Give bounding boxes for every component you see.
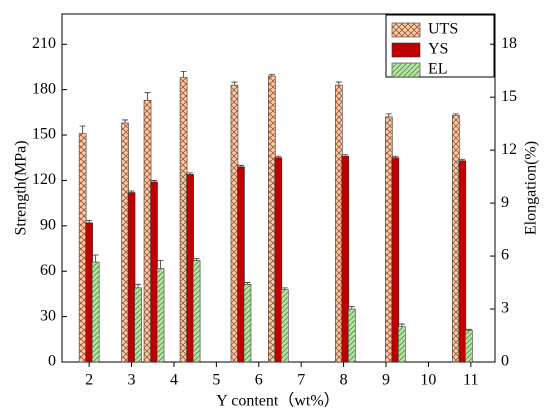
error-bar — [86, 220, 93, 223]
error-bar — [180, 71, 187, 78]
y2-axis-label: Elongation(%) — [523, 141, 540, 235]
bar — [274, 157, 283, 363]
error-bar — [392, 155, 399, 158]
error-bar — [348, 305, 355, 310]
legend-label: YS — [428, 41, 448, 58]
y-axis-label: Strength(MPa) — [13, 140, 30, 235]
bar — [391, 157, 400, 363]
y-tick-label: 30 — [40, 307, 56, 324]
error-bar — [135, 283, 142, 288]
bar-hatch — [230, 85, 238, 363]
y2-tick-label: 6 — [501, 247, 509, 264]
x-tick-label: 5 — [212, 372, 220, 389]
y-tick-label: 0 — [48, 353, 56, 370]
error-bar — [237, 164, 244, 167]
bar-hatch — [92, 262, 100, 362]
error-bar — [281, 287, 288, 290]
x-tick-label: 7 — [297, 372, 305, 389]
legend-label: UTS — [428, 21, 458, 38]
bar-hatch — [385, 116, 393, 362]
bar — [341, 155, 350, 363]
error-bar — [79, 125, 86, 134]
y-tick-label: 60 — [40, 262, 56, 279]
x-axis-label: Y content（wt%） — [216, 392, 339, 410]
y2-tick-label: 0 — [501, 353, 509, 370]
y2-tick-label: 9 — [501, 194, 509, 211]
error-bar — [335, 81, 342, 86]
x-tick-label: 2 — [85, 372, 93, 389]
error-bar — [385, 113, 392, 117]
bar — [127, 192, 136, 363]
bar-hatch — [452, 115, 460, 362]
y-tick-label: 210 — [32, 35, 56, 52]
x-tick-label: 6 — [255, 372, 263, 389]
x-tick-label: 3 — [128, 372, 136, 389]
y2-tick-label: 12 — [501, 141, 517, 158]
error-bar — [275, 155, 282, 158]
bar — [150, 181, 158, 363]
y-tick-label: 180 — [32, 80, 56, 97]
bar — [85, 222, 93, 363]
bar-hatch — [465, 330, 473, 362]
y2-tick-label: 18 — [501, 35, 517, 52]
bar-hatch — [335, 85, 343, 363]
error-bar — [452, 113, 459, 116]
bar-hatch — [144, 100, 152, 363]
x-tick-label: 11 — [463, 372, 478, 389]
bar — [458, 160, 467, 363]
error-bar — [92, 254, 99, 263]
bar-hatch — [348, 309, 356, 362]
x-tick-label: 9 — [382, 372, 390, 389]
legend-swatch — [391, 42, 421, 58]
y-tick-label: 150 — [32, 126, 56, 143]
error-bar — [459, 158, 466, 161]
bar-hatch — [180, 77, 188, 363]
error-bar — [187, 172, 194, 175]
bar-hatch — [79, 133, 87, 362]
bar-hatch — [193, 260, 201, 362]
error-bar — [244, 282, 251, 285]
error-bar — [193, 258, 200, 261]
bar-hatch — [134, 287, 142, 362]
error-bar — [157, 260, 164, 269]
x-tick-label: 10 — [420, 372, 436, 389]
bar-hatch — [157, 268, 165, 362]
error-bar — [128, 190, 135, 193]
bar-hatch — [268, 76, 276, 362]
x-tick-label: 4 — [170, 372, 178, 389]
bar-hatch — [398, 326, 406, 362]
legend-swatch-hatch — [392, 23, 420, 37]
y-tick-label: 120 — [32, 171, 56, 188]
bar — [186, 174, 194, 363]
legend-swatch-hatch — [392, 63, 420, 77]
bar-hatch — [243, 284, 251, 362]
bar — [237, 166, 245, 363]
legend-label: EL — [428, 61, 448, 78]
y2-tick-label: 3 — [501, 300, 509, 317]
x-tick-label: 8 — [340, 372, 348, 389]
error-bar — [398, 323, 405, 327]
error-bar — [144, 92, 151, 101]
bar-hatch — [121, 122, 129, 362]
bar-hatch — [281, 289, 289, 362]
y-tick-label: 90 — [40, 216, 56, 233]
error-bar — [268, 74, 275, 77]
error-bar — [151, 180, 158, 182]
error-bar — [231, 81, 238, 86]
error-bar — [122, 119, 129, 123]
error-bar — [342, 154, 349, 157]
y2-tick-label: 15 — [501, 88, 517, 105]
error-bar — [465, 328, 472, 331]
